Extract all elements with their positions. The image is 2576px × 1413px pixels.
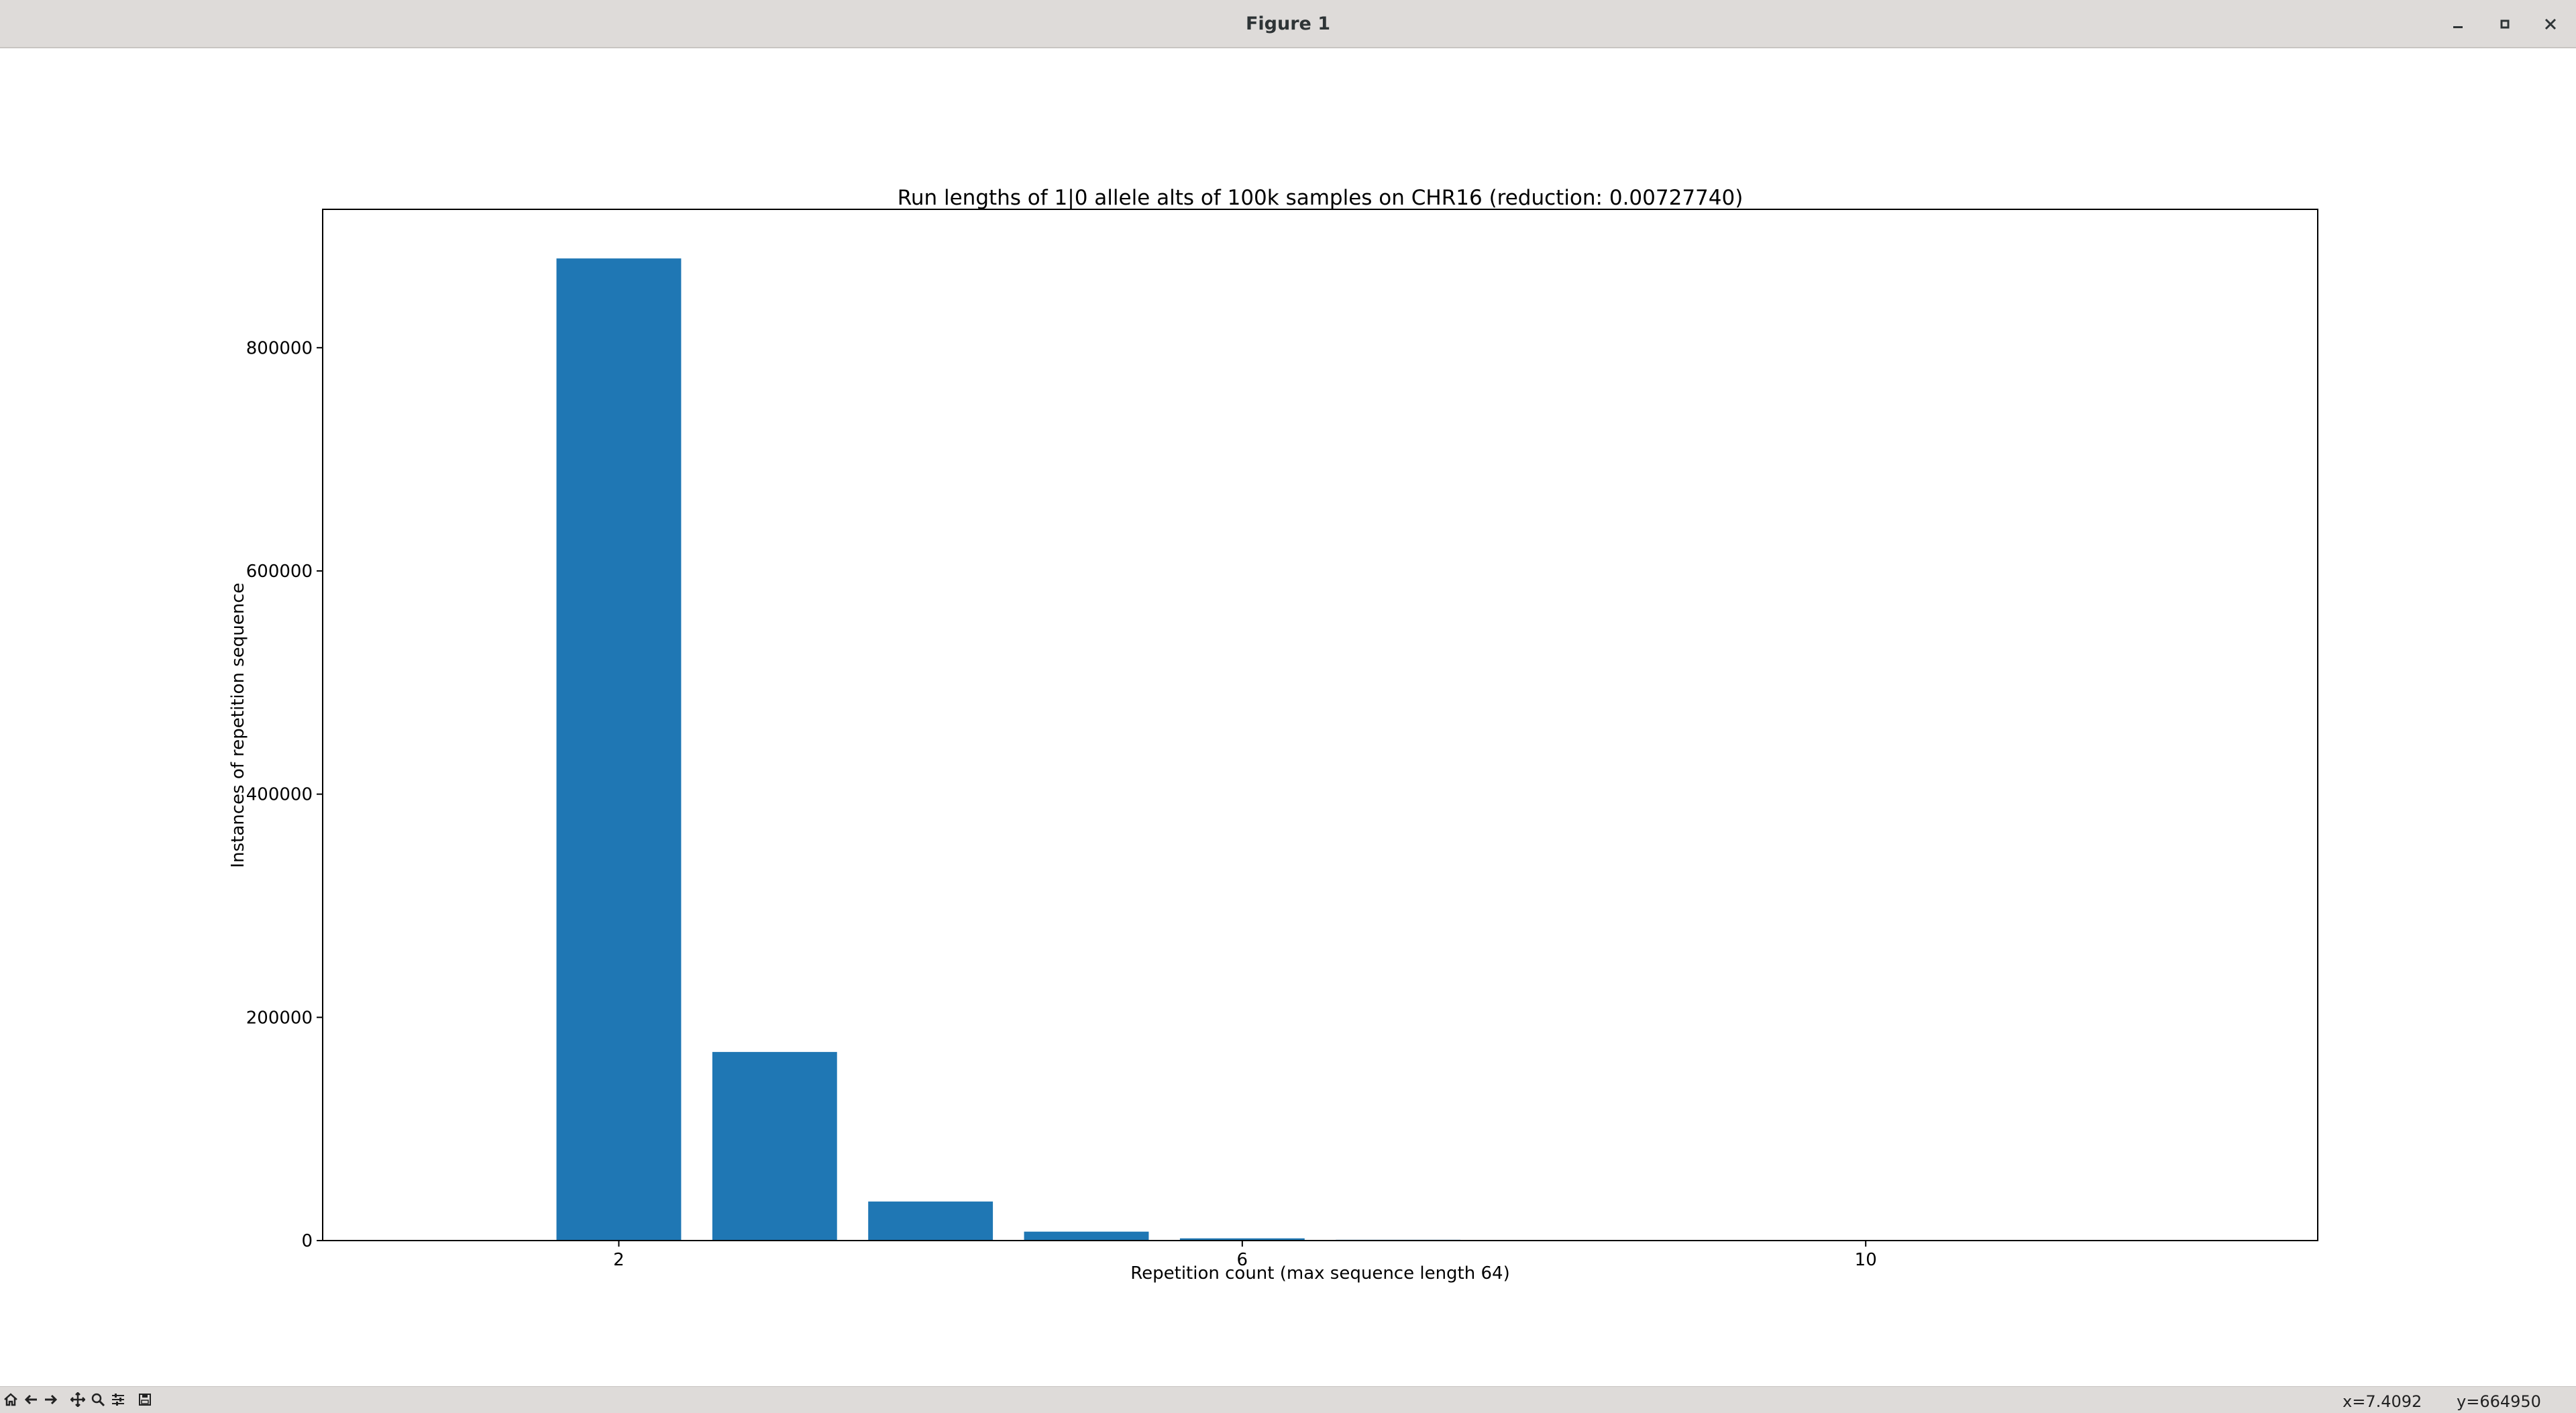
configure-subplots-icon <box>112 1394 124 1406</box>
pan-icon <box>70 1392 85 1407</box>
y-tick-label: 200000 <box>246 1008 313 1028</box>
cursor-y-readout: y=664950 <box>2457 1392 2541 1411</box>
maximize-button[interactable] <box>2490 9 2520 39</box>
back-button[interactable] <box>21 1390 40 1409</box>
minimize-icon <box>2453 26 2463 28</box>
plot-frame <box>322 209 2318 1241</box>
forward-button[interactable] <box>42 1390 60 1409</box>
close-button[interactable] <box>2536 9 2565 39</box>
home-icon <box>4 1393 17 1406</box>
y-tick-label: 800000 <box>246 338 313 358</box>
pan-button[interactable] <box>68 1390 87 1409</box>
bar-2 <box>556 258 682 1241</box>
y-axis-label: Instances of repetition sequence <box>228 582 248 868</box>
bars-group <box>556 258 1617 1241</box>
bar-chart: Run lengths of 1|0 allele alts of 100k s… <box>228 186 2318 1284</box>
bar-5 <box>1024 1231 1149 1241</box>
figure-canvas[interactable]: Run lengths of 1|0 allele alts of 100k s… <box>0 48 2576 1386</box>
configure-subplots-button[interactable] <box>109 1390 127 1409</box>
back-icon <box>24 1394 37 1405</box>
zoom-icon <box>91 1393 105 1407</box>
navigation-toolbar: x=7.4092 y=664950 <box>0 1386 2576 1413</box>
close-icon <box>2544 18 2557 30</box>
y-axis-ticks: 0 200000 400000 600000 800000 <box>246 338 323 1251</box>
x-tick-label: 6 <box>1237 1250 1248 1270</box>
chart-title: Run lengths of 1|0 allele alts of 100k s… <box>898 186 1743 210</box>
y-tick-label: 0 <box>301 1231 313 1251</box>
maximize-icon <box>2500 19 2510 29</box>
bar-6 <box>1179 1238 1305 1241</box>
bar-4 <box>868 1201 994 1241</box>
cursor-x-readout: x=7.4092 <box>2343 1392 2422 1411</box>
y-tick-label: 400000 <box>246 785 313 805</box>
save-button[interactable] <box>136 1390 154 1409</box>
title-bar: Figure 1 <box>0 0 2576 48</box>
forward-icon <box>45 1394 58 1405</box>
zoom-button[interactable] <box>89 1390 107 1409</box>
x-axis-label: Repetition count (max sequence length 64… <box>1130 1263 1509 1284</box>
bar-3 <box>712 1051 837 1241</box>
x-tick-label: 10 <box>1855 1250 1877 1270</box>
home-button[interactable] <box>1 1390 20 1409</box>
save-icon <box>139 1394 151 1406</box>
window-title: Figure 1 <box>1245 13 1331 34</box>
y-tick-label: 600000 <box>246 562 313 582</box>
x-tick-label: 2 <box>613 1250 625 1270</box>
minimize-button[interactable] <box>2443 9 2473 39</box>
x-axis-ticks: 2 6 10 <box>613 1241 1877 1270</box>
